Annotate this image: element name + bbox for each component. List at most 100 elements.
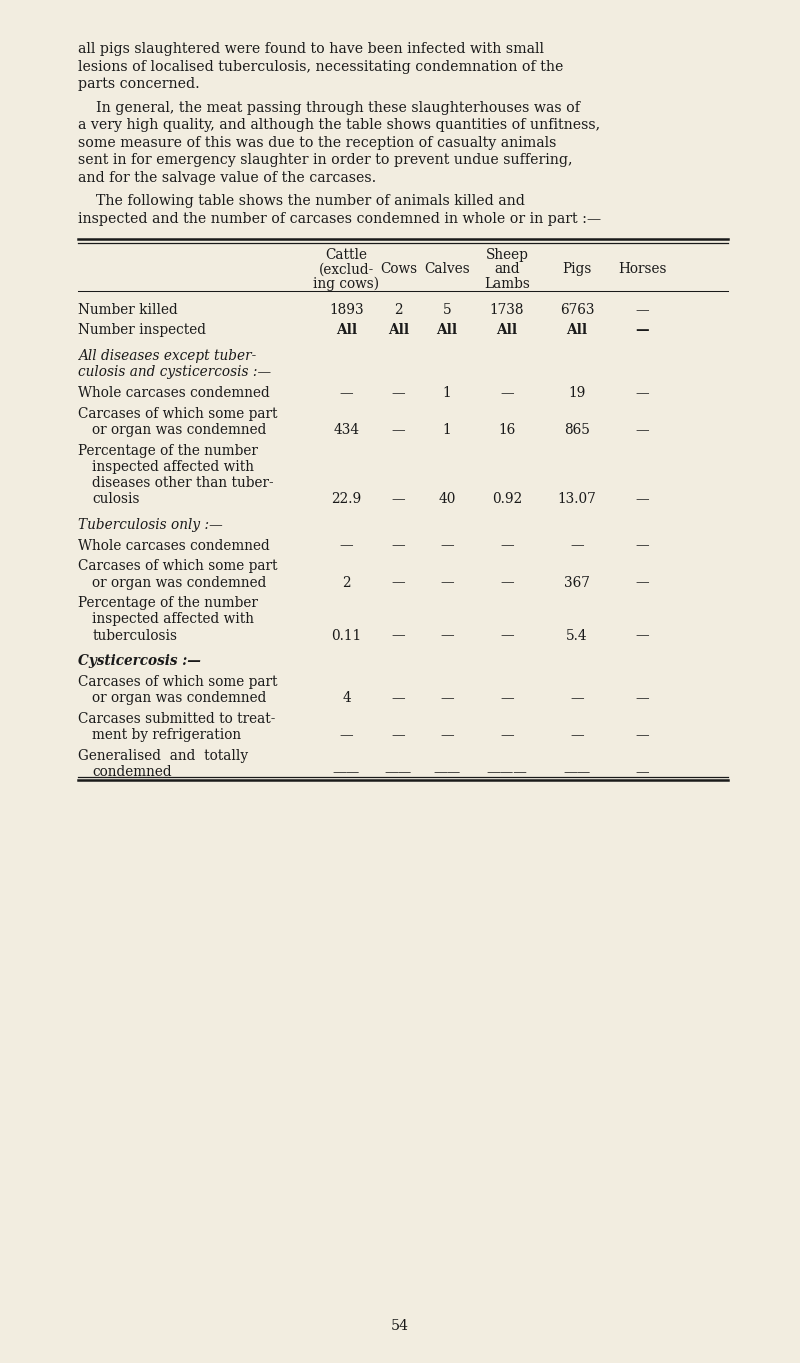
Text: —: — [440,691,454,705]
Text: Carcases submitted to treat-: Carcases submitted to treat- [78,711,275,726]
Text: or organ was condemned: or organ was condemned [93,575,266,590]
Text: ment by refrigeration: ment by refrigeration [93,728,242,741]
Text: a very high quality, and although the table shows quantities of unfitness,: a very high quality, and although the ta… [78,119,600,132]
Text: and for the salvage value of the carcases.: and for the salvage value of the carcase… [78,170,376,184]
Text: Pigs: Pigs [562,262,592,277]
Text: inspected and the number of carcases condemned in whole or in part :—: inspected and the number of carcases con… [78,211,601,225]
Text: All diseases except tuber-: All diseases except tuber- [78,349,256,363]
Text: 6763: 6763 [560,303,594,316]
Text: ——: —— [563,765,590,780]
Text: —: — [500,628,514,642]
Text: 2: 2 [342,575,351,590]
Text: —: — [636,765,650,780]
Text: The following table shows the number of animals killed and: The following table shows the number of … [78,194,525,209]
Text: Cysticercosis :—: Cysticercosis :— [78,654,201,668]
Text: —: — [392,575,406,590]
Text: Calves: Calves [424,262,470,277]
Text: —: — [636,728,650,741]
Text: —: — [636,538,650,552]
Text: —: — [392,386,406,399]
Text: 1: 1 [442,386,451,399]
Text: —: — [440,628,454,642]
Text: 865: 865 [564,423,590,438]
Text: 1893: 1893 [329,303,364,316]
Text: —: — [392,628,406,642]
Text: 22.9: 22.9 [331,492,362,506]
Text: —: — [340,538,354,552]
Text: —: — [570,538,584,552]
Text: 1: 1 [442,423,451,438]
Text: 40: 40 [438,492,456,506]
Text: All: All [566,323,587,338]
Text: 434: 434 [334,423,359,438]
Text: —: — [636,423,650,438]
Text: or organ was condemned: or organ was condemned [93,423,266,438]
Text: All: All [336,323,357,338]
Text: Tuberculosis only :—: Tuberculosis only :— [78,518,222,532]
Text: —: — [636,386,650,399]
Text: all pigs slaughtered were found to have been infected with small: all pigs slaughtered were found to have … [78,42,544,56]
Text: —: — [392,492,406,506]
Text: —: — [392,728,406,741]
Text: 54: 54 [391,1319,409,1333]
Text: inspected affected with: inspected affected with [93,612,254,627]
Text: Number killed: Number killed [78,303,178,316]
Text: culosis: culosis [93,492,140,506]
Text: culosis and cysticercosis :—: culosis and cysticercosis :— [78,365,271,379]
Text: tuberculosis: tuberculosis [93,628,178,642]
Text: In general, the meat passing through these slaughterhouses was of: In general, the meat passing through the… [78,101,580,114]
Text: or organ was condemned: or organ was condemned [93,691,266,705]
Text: ——: —— [385,765,412,780]
Text: —: — [440,575,454,590]
Text: Carcases of which some part: Carcases of which some part [78,559,278,574]
Text: Whole carcases condemned: Whole carcases condemned [78,538,270,552]
Text: Whole carcases condemned: Whole carcases condemned [78,386,270,399]
Text: some measure of this was due to the reception of casualty animals: some measure of this was due to the rece… [78,135,556,150]
Text: ———: ——— [486,765,527,780]
Text: 5: 5 [442,303,451,316]
Text: Lambs: Lambs [484,277,530,290]
Text: 13.07: 13.07 [558,492,596,506]
Text: Generalised  and  totally: Generalised and totally [78,748,248,763]
Text: 2: 2 [394,303,403,316]
Text: lesions of localised tuberculosis, necessitating condemnation of the: lesions of localised tuberculosis, neces… [78,60,563,74]
Text: ——: —— [333,765,360,780]
Text: All: All [388,323,409,338]
Text: (exclud-: (exclud- [319,262,374,277]
Text: Percentage of the number: Percentage of the number [78,596,258,611]
Text: —: — [570,728,584,741]
Text: —: — [500,728,514,741]
Text: —: — [636,303,650,316]
Text: 4: 4 [342,691,351,705]
Text: condemned: condemned [93,765,172,780]
Text: —: — [340,386,354,399]
Text: 19: 19 [568,386,586,399]
Text: Sheep: Sheep [486,248,529,262]
Text: —: — [636,691,650,705]
Text: ——: —— [434,765,461,780]
Text: 5.4: 5.4 [566,628,588,642]
Text: —: — [440,538,454,552]
Text: sent in for emergency slaughter in order to prevent undue suffering,: sent in for emergency slaughter in order… [78,153,573,168]
Text: and: and [494,262,520,277]
Text: All: All [497,323,518,338]
Text: parts concerned.: parts concerned. [78,76,200,91]
Text: diseases other than tuber-: diseases other than tuber- [93,476,274,491]
Text: —: — [340,728,354,741]
Text: Number inspected: Number inspected [78,323,206,338]
Text: —: — [500,691,514,705]
Text: —: — [392,423,406,438]
Text: —: — [392,538,406,552]
Text: —: — [500,538,514,552]
Text: —: — [636,575,650,590]
Text: —: — [570,691,584,705]
Text: Horses: Horses [618,262,666,277]
Text: —: — [636,628,650,642]
Text: 367: 367 [564,575,590,590]
Text: Cattle: Cattle [326,248,367,262]
Text: Carcases of which some part: Carcases of which some part [78,406,278,421]
Text: Cows: Cows [380,262,417,277]
Text: 1738: 1738 [490,303,524,316]
Text: 16: 16 [498,423,516,438]
Text: All: All [437,323,458,338]
